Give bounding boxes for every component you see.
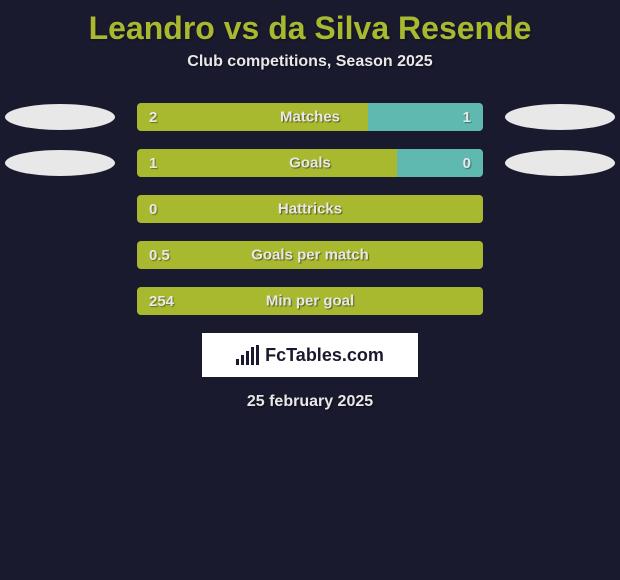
bar-container: 0.5Goals per match bbox=[137, 241, 483, 269]
page-title: Leandro vs da Silva Resende bbox=[0, 0, 620, 53]
infographic-container: Leandro vs da Silva Resende Club competi… bbox=[0, 0, 620, 580]
bar-container: 21Matches bbox=[137, 103, 483, 131]
bar-container: 254Min per goal bbox=[137, 287, 483, 315]
bar-left-value: 254 bbox=[137, 287, 483, 315]
subtitle: Club competitions, Season 2025 bbox=[0, 53, 620, 71]
team-badge-right bbox=[505, 104, 615, 130]
bar-chart-icon bbox=[236, 345, 259, 365]
bar-left-value: 2 bbox=[137, 103, 368, 131]
bar-left-value: 1 bbox=[137, 149, 397, 177]
bar-right-value: 1 bbox=[368, 103, 483, 131]
team-badge-left bbox=[5, 150, 115, 176]
comparison-chart: 21Matches 10Goals 0Hattricks 0.5Goals per m… bbox=[0, 101, 620, 317]
chart-row: 254Min per goal bbox=[0, 285, 620, 317]
bar-right-value: 0 bbox=[397, 149, 484, 177]
date-label: 25 february 2025 bbox=[0, 393, 620, 411]
team-badge-left bbox=[5, 104, 115, 130]
chart-row: 0.5Goals per match bbox=[0, 239, 620, 271]
chart-row: 21Matches bbox=[0, 101, 620, 133]
brand-text: FcTables.com bbox=[265, 345, 384, 366]
bar-left-value: 0 bbox=[137, 195, 483, 223]
bar-left-value: 0.5 bbox=[137, 241, 483, 269]
bar-container: 10Goals bbox=[137, 149, 483, 177]
chart-row: 10Goals bbox=[0, 147, 620, 179]
chart-row: 0Hattricks bbox=[0, 193, 620, 225]
bar-container: 0Hattricks bbox=[137, 195, 483, 223]
team-badge-right bbox=[505, 150, 615, 176]
brand-badge: FcTables.com bbox=[202, 333, 418, 377]
